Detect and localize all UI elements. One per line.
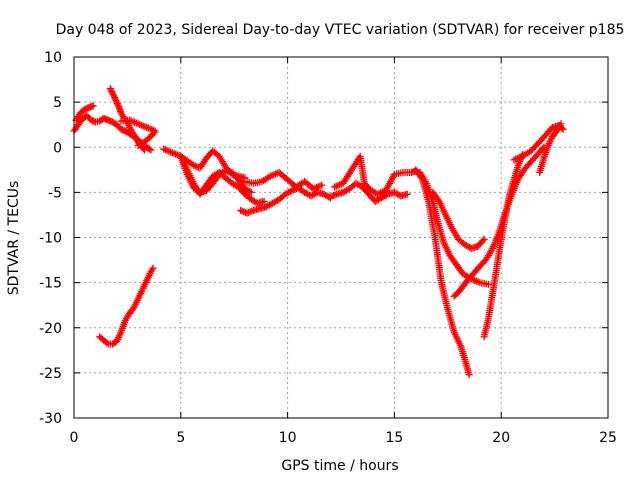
y-tick-label: 5 <box>53 95 62 111</box>
y-tick-label: -25 <box>39 366 62 382</box>
data-point <box>114 101 122 109</box>
series-early-upper <box>72 102 97 124</box>
x-tick-label: 5 <box>176 430 185 446</box>
x-tick-label: 20 <box>492 430 510 446</box>
data-point <box>140 146 148 154</box>
y-tick-label: 10 <box>44 50 62 66</box>
data-point <box>288 187 296 195</box>
x-tick-label: 25 <box>599 430 617 446</box>
data-point <box>109 91 117 99</box>
data-point <box>110 92 118 100</box>
data-point <box>190 161 198 169</box>
series-dip-5-9h-c <box>177 152 255 196</box>
series-band-8-12h <box>237 184 334 217</box>
data-point <box>243 209 251 217</box>
grid <box>74 57 608 418</box>
series-deep-dip-c <box>429 188 488 252</box>
series-band-12-16h <box>326 179 411 205</box>
series-band-12-16h-b <box>331 152 420 198</box>
data-point <box>484 280 492 288</box>
series-recovery-b <box>480 150 527 341</box>
data-point <box>238 207 246 215</box>
data-point <box>480 235 488 243</box>
series-band-8-12h-b <box>241 169 326 193</box>
x-tick-label: 10 <box>279 430 297 446</box>
data-point <box>328 192 336 200</box>
x-tick-labels: 0 5 10 15 20 25 <box>70 430 617 446</box>
y-axis-label: SDTVAR / TECUs <box>6 181 22 296</box>
data-point <box>246 208 254 216</box>
data-point <box>89 102 97 110</box>
y-tick-label: 0 <box>53 140 62 156</box>
data-point <box>191 162 199 170</box>
data-point <box>107 86 115 94</box>
data-point <box>330 192 338 200</box>
y-tick-label: -15 <box>39 276 62 292</box>
data-point <box>403 190 411 198</box>
y-tick-label: -5 <box>48 185 62 201</box>
data-point <box>108 88 116 96</box>
x-tick-label: 0 <box>70 430 79 446</box>
plot-frame <box>73 56 609 419</box>
data-point <box>139 145 147 153</box>
data-point <box>145 145 153 153</box>
data-point <box>106 85 114 93</box>
x-tick-label: 15 <box>385 430 403 446</box>
data-point <box>147 146 155 154</box>
data-point <box>557 120 565 128</box>
data-point <box>134 141 142 149</box>
data-point <box>260 197 268 205</box>
data-point <box>136 141 144 149</box>
data-point <box>149 264 157 272</box>
data-point <box>331 191 339 199</box>
data-point <box>245 208 253 216</box>
chart-title: Day 048 of 2023, Sidereal Day-to-day VTE… <box>56 22 625 38</box>
y-tick-label: -10 <box>39 231 62 247</box>
y-tick-labels: -30 -25 -20 -15 -10 -5 0 5 10 <box>39 50 62 427</box>
data-point <box>465 371 473 379</box>
data-point <box>112 97 120 105</box>
data-point <box>111 95 119 103</box>
data-point <box>237 206 245 214</box>
data-point <box>113 100 121 108</box>
y-tick-label: -30 <box>39 411 62 427</box>
x-axis-label: GPS time / hours <box>281 458 398 474</box>
data-marks <box>70 85 567 379</box>
series-late-spike <box>536 120 565 177</box>
data-point <box>113 98 121 106</box>
y-tick-label: -20 <box>39 321 62 337</box>
data-point <box>108 89 116 97</box>
data-point <box>248 207 256 215</box>
series-isolated-low <box>96 264 157 348</box>
data-point <box>103 339 111 347</box>
series-loop-2-4h <box>117 116 159 149</box>
data-point <box>246 187 254 195</box>
data-point <box>111 94 119 102</box>
data-point <box>479 237 487 245</box>
data-point <box>326 193 334 201</box>
data-point <box>318 181 326 189</box>
data-point <box>286 187 294 195</box>
data-point <box>240 208 248 216</box>
data-point <box>247 188 255 196</box>
